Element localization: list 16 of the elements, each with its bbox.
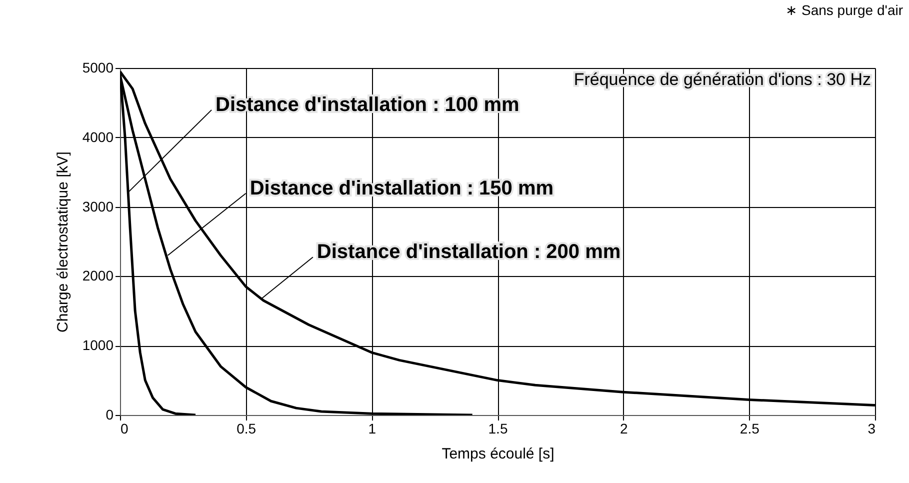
x-tick-label: 1.5	[488, 420, 508, 436]
y-tick-label: 2000	[82, 268, 114, 284]
y-tick-label: 3000	[82, 198, 114, 214]
x-tick-label: 2.5	[740, 420, 760, 436]
x-tick-label: 1	[368, 420, 376, 436]
text: ∗ Sans purge d'air	[786, 2, 904, 18]
y-tick-label: 4000	[82, 128, 114, 145]
x-tick-label: 3	[868, 420, 876, 436]
y-tick-label: 5000	[82, 60, 114, 76]
x-tick-label: 0	[120, 420, 128, 436]
x-tick-label: 0.5	[236, 420, 256, 436]
y-axis-title: Charge électrostatique [kV]	[54, 152, 72, 332]
x-axis-title: Temps écoulé [s]	[442, 446, 554, 462]
y-tick-label: 1000	[82, 337, 114, 354]
x-tick-label: 2	[620, 420, 628, 436]
y-tick-label: 0	[106, 406, 114, 422]
